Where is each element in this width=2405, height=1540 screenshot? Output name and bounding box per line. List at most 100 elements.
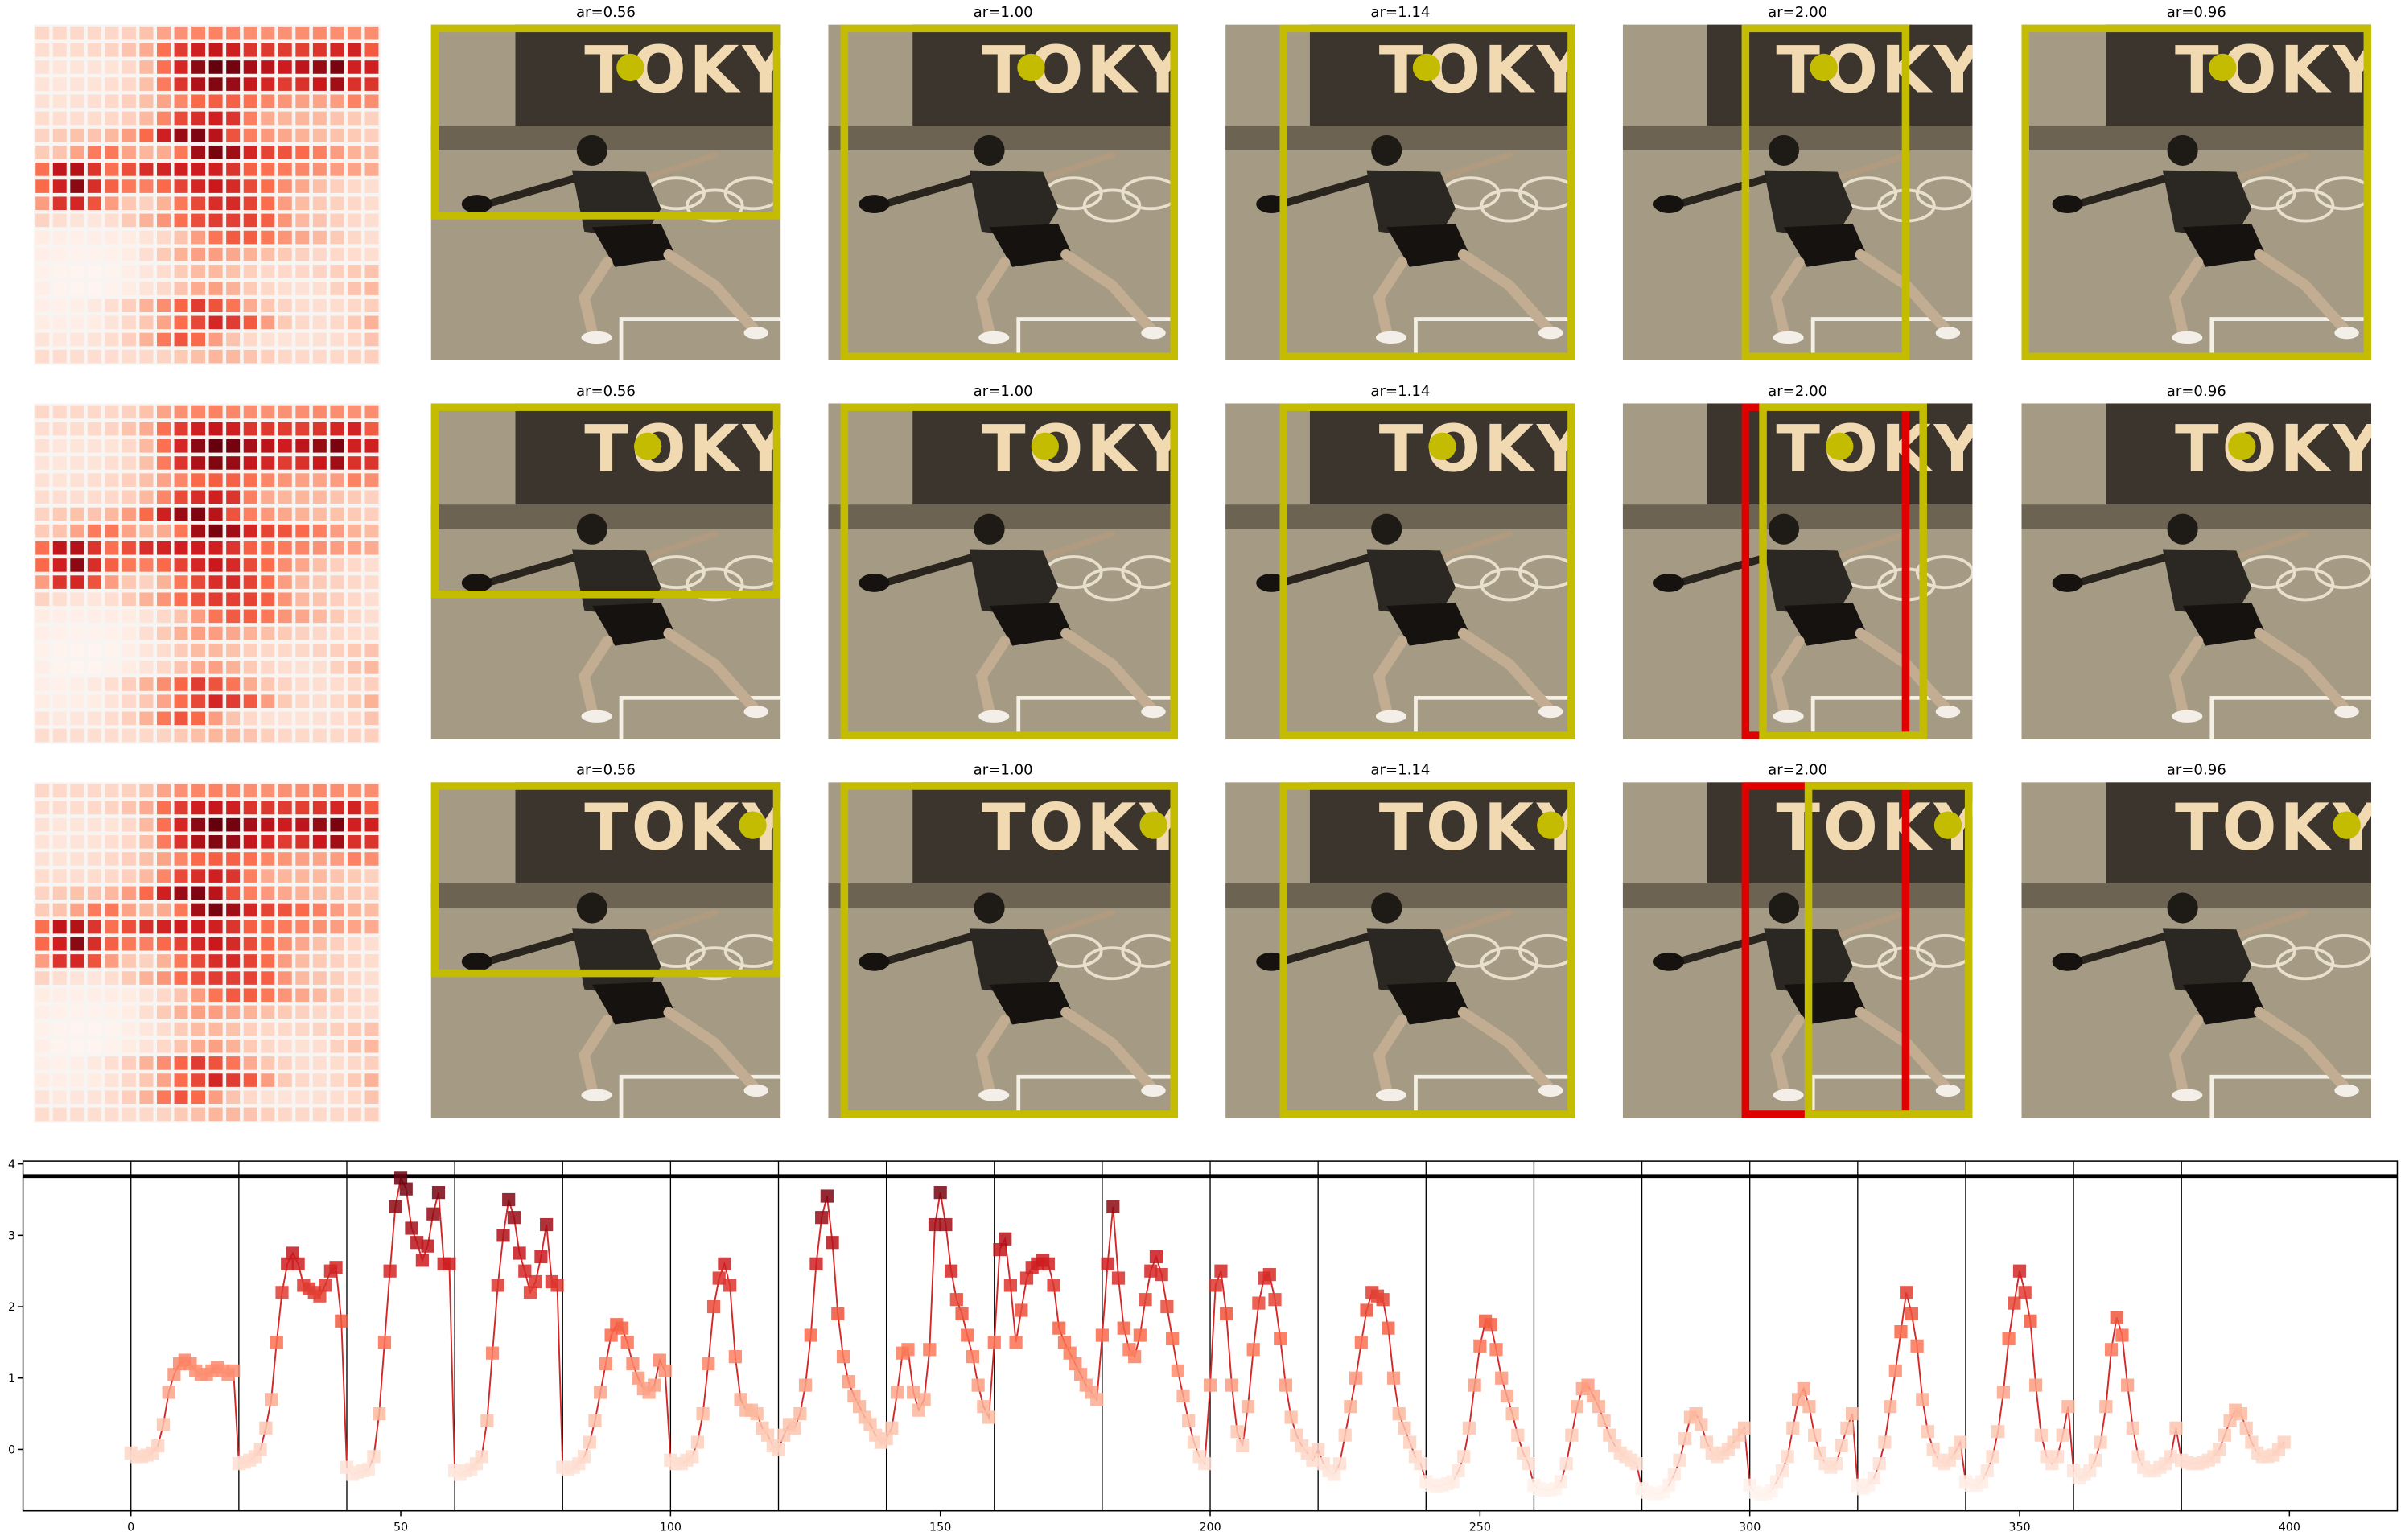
heatmap-cell (174, 575, 188, 589)
heatmap-cell (157, 920, 171, 934)
photo: TOKYO (430, 782, 781, 1118)
heatmap-cell (139, 801, 154, 815)
heatmap-cell (295, 1073, 310, 1087)
data-point (955, 1307, 969, 1321)
heatmap-cell (35, 473, 50, 487)
heatmap-cell (87, 196, 101, 211)
table-edge (1414, 317, 1575, 361)
heatmap-cell (295, 784, 310, 798)
heatmap-cell (278, 524, 292, 538)
data-point (253, 1443, 267, 1456)
heatmap-cell (243, 94, 257, 109)
heatmap-cell (278, 558, 292, 572)
heatmap-cell (35, 558, 50, 572)
heatmap-cell (243, 1022, 257, 1036)
heatmap-cell (278, 661, 292, 674)
heatmap-cell (295, 801, 310, 815)
panel-title: ar=1.00 (974, 762, 1033, 779)
heatmap-cell (364, 145, 379, 159)
heatmap-cell (174, 179, 188, 193)
heatmap-cell (121, 299, 136, 312)
heatmap-cell (70, 405, 84, 419)
marker-dot (2228, 432, 2256, 460)
heatmap-cell (330, 1107, 344, 1122)
x-tick-label: 300 (1739, 1521, 1761, 1534)
heatmap-cell (139, 282, 154, 295)
heatmap-cell (157, 869, 171, 883)
data-point (156, 1418, 171, 1431)
heatmap-cell (364, 1005, 379, 1019)
heatmap-cell (191, 988, 206, 1003)
heatmap-cell (226, 661, 241, 674)
heatmap-cell (295, 677, 310, 691)
heatmap-cell (121, 282, 136, 295)
shoe-right (1141, 1084, 1166, 1097)
heatmap-cell (364, 558, 379, 572)
heatmap-cell (157, 988, 171, 1003)
heatmap-cell (87, 1073, 101, 1087)
heatmap-cell (157, 971, 171, 985)
heatmap-cell (174, 937, 188, 951)
paddle (1653, 574, 1685, 592)
heatmap-cell (364, 661, 379, 674)
heatmap-cell (243, 1107, 257, 1122)
heatmap-cell (295, 626, 310, 640)
heatmap-cell (278, 1039, 292, 1053)
data-point (1489, 1343, 1503, 1357)
heatmap-cell (35, 575, 50, 589)
heatmap-cell (87, 332, 101, 347)
head (1371, 134, 1402, 166)
floor-ring (1915, 555, 1973, 590)
heatmap-cell (347, 282, 361, 295)
heatmap-cell (312, 26, 327, 40)
data-point (281, 1257, 294, 1270)
heatmap-cell (295, 60, 310, 74)
heatmap-cell (295, 230, 310, 245)
heatmap-cell (105, 247, 119, 261)
heatmap-cell (226, 575, 241, 589)
heatmap-cell (121, 643, 136, 657)
banner (2106, 782, 2372, 884)
heatmap-cell (139, 626, 154, 640)
heatmap-cell (121, 694, 136, 708)
data-point (1473, 1339, 1487, 1353)
heatmap-cell (70, 1107, 84, 1122)
heatmap-cell (243, 128, 257, 142)
heatmap-cell (52, 541, 67, 555)
torso (2162, 170, 2252, 240)
heatmap-cell (35, 541, 50, 555)
heatmap-cell (278, 971, 292, 985)
data-point (971, 1378, 985, 1392)
heatmap-cell (312, 247, 327, 261)
marker-dot (1017, 53, 1045, 82)
data-point (1290, 1428, 1303, 1442)
panel-title: ar=0.56 (576, 762, 636, 779)
heatmap-cell (208, 60, 223, 74)
heatmap-cell (330, 282, 344, 295)
heatmap-cell (330, 111, 344, 126)
x-tick-label: 400 (2279, 1521, 2300, 1534)
heatmap-cell (121, 541, 136, 555)
floor-ring (1082, 567, 1142, 602)
heatmap-cell (208, 1022, 223, 1036)
x-tick-label: 200 (1199, 1521, 1221, 1534)
heatmap-cell (347, 835, 361, 849)
heatmap-cell (295, 43, 310, 57)
heatmap-cell (52, 1107, 67, 1122)
heatmap-cell (243, 886, 257, 900)
heatmap-cell (105, 728, 119, 743)
heatmap-cell (278, 196, 292, 211)
banner (1309, 782, 1575, 884)
heatmap-cell (347, 111, 361, 126)
heatmap-cell (347, 1022, 361, 1036)
heatmap-cell (226, 1022, 241, 1036)
heatmap-cell (174, 784, 188, 798)
heatmap-cell (105, 1056, 119, 1070)
arm-back (1040, 909, 1115, 939)
heatmap-cell (226, 26, 241, 40)
banner (1707, 782, 1973, 884)
data-point (1225, 1378, 1238, 1392)
heatmap-cell (35, 1005, 50, 1019)
heatmap-cell (191, 439, 206, 453)
arm (1283, 553, 1375, 586)
